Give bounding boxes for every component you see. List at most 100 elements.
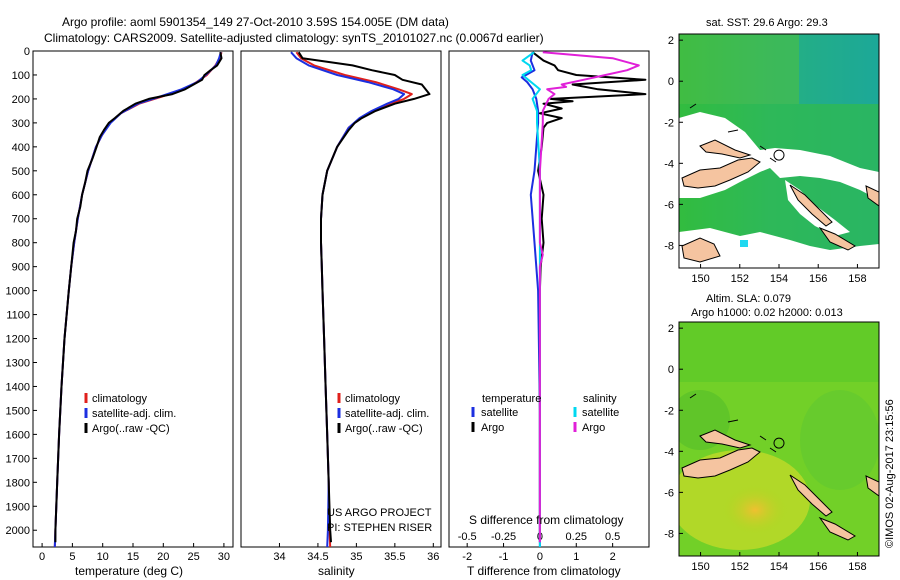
figure-title-line2: Climatology: CARS2009. Satellite-adjuste…	[44, 31, 544, 45]
legend-group-temperature: temperature	[482, 393, 541, 405]
imos-credit: ©IMOS 02-Aug-2017 23:15:56	[884, 399, 896, 548]
legend-label-satellite: satellite-adj. clim.	[345, 408, 429, 420]
top-tick-label: -0.25	[491, 531, 516, 543]
map-lat-tick-label: -8	[664, 528, 674, 540]
series-line-salinity-argo	[538, 51, 640, 543]
series-line-argo-raw-qc	[54, 52, 223, 543]
map-lat-tick-label: -6	[664, 487, 674, 499]
sla-map	[679, 322, 879, 556]
map-lat-tick-label: -2	[664, 405, 674, 417]
x-tick-label: 30	[218, 551, 230, 563]
depth-tick-label: 400	[12, 142, 30, 154]
x-tick-label: 15	[127, 551, 139, 563]
map-lon-tick-label: 156	[809, 561, 827, 573]
sla-field-patch	[800, 390, 879, 490]
land-island	[699, 139, 752, 159]
land-island	[865, 185, 879, 207]
x-tick-label: 36	[427, 551, 439, 563]
series-line-satellite-adj-clim	[53, 51, 222, 547]
map-lon-tick-label: 150	[691, 273, 709, 285]
map-lat-tick-label: -2	[664, 117, 674, 129]
land-new-britain	[681, 157, 761, 189]
map-lat-tick-label: -4	[664, 446, 674, 458]
depth-tick-label: 1100	[6, 310, 30, 322]
land-islets	[689, 393, 777, 453]
land-island	[699, 429, 752, 449]
x-tick-label: 0	[39, 551, 45, 563]
depth-tick-label: 100	[12, 70, 30, 82]
land-island	[818, 516, 856, 541]
salinity-legend: climatology satellite-adj. clim. Argo(..…	[337, 393, 429, 435]
sst-map	[679, 34, 879, 268]
argo-location-marker	[773, 149, 785, 161]
depth-tick-label: 1700	[6, 453, 30, 465]
legend-label-s-argo: Argo	[582, 422, 605, 434]
depth-tick-label: 1500	[6, 405, 30, 417]
depth-tick-label: 900	[12, 262, 30, 274]
x-tick-label: 35	[350, 551, 362, 563]
map-lon-tick-label: 158	[848, 273, 866, 285]
salinity-series	[290, 51, 431, 547]
x-tick-label: 34.5	[307, 551, 328, 563]
series-line-climatology	[295, 51, 413, 547]
series-line-satellite-adj-clim	[290, 51, 406, 547]
top-tick-label: 0.5	[605, 531, 620, 543]
sla-field-patch	[679, 322, 879, 382]
x-tick-label: 10	[97, 551, 109, 563]
land-bougainville	[789, 184, 833, 227]
difference-series	[520, 51, 647, 547]
depth-tick-label: 1200	[6, 334, 30, 346]
land-new-britain	[681, 447, 761, 479]
land-island	[818, 226, 856, 251]
legend-label-climatology: climatology	[345, 393, 401, 405]
depth-tick-label: 1600	[6, 429, 30, 441]
map-lon-tick-label: 158	[848, 561, 866, 573]
map-lat-tick-label: 2	[668, 323, 674, 335]
depth-tick-label: 2000	[6, 525, 30, 537]
difference-panel	[448, 50, 650, 548]
top-tick-label: 0.25	[566, 531, 587, 543]
sst-map-title: sat. SST: 29.6 Argo: 29.3	[706, 17, 828, 29]
series-line-temperature-argo	[531, 51, 647, 543]
map-lon-tick-label: 154	[770, 561, 788, 573]
x-tick-label: -1	[499, 551, 509, 563]
temperature-x-axis: 0 5 10 15 20 25 30	[39, 543, 230, 563]
depth-tick-label: 300	[12, 118, 30, 130]
map-lon-tick-label: 152	[731, 561, 749, 573]
legend-label-t-satellite: satellite	[481, 407, 518, 419]
map-lat-tick-label: -4	[664, 158, 674, 170]
depth-tick-label: 1800	[6, 477, 30, 489]
x-tick-label: 2	[610, 551, 616, 563]
sst-cloud-mask	[679, 228, 879, 268]
depth-tick-label: 200	[12, 94, 30, 106]
map-lon-tick-label: 156	[809, 273, 827, 285]
legend-group-salinity: salinity	[583, 393, 617, 405]
map-lon-tick-label: 152	[731, 273, 749, 285]
x-tick-label: 1	[573, 551, 579, 563]
x-tick-label: 0	[537, 551, 543, 563]
map-lat-tick-label: 2	[668, 35, 674, 47]
series-line-climatology	[53, 51, 223, 547]
land-islets	[689, 103, 777, 163]
land-island	[681, 237, 721, 263]
salinity-panel	[240, 50, 442, 548]
map-lon-tick-label: 150	[691, 561, 709, 573]
x-tick-label: 20	[157, 551, 169, 563]
temperature-legend: climatology satellite-adj. clim. Argo(..…	[84, 393, 176, 435]
depth-tick-label: 700	[12, 214, 30, 226]
series-line-argo-raw-qc	[297, 51, 431, 543]
legend-label-argo: Argo(..raw -QC)	[345, 423, 423, 435]
salinity-x-axis: 34 34.5 35 35.5 36	[273, 543, 439, 563]
x-tick-label: 5	[69, 551, 75, 563]
depth-tick-label: 1300	[6, 357, 30, 369]
figure-title-line1: Argo profile: aoml 5901354_149 27-Oct-20…	[62, 15, 449, 29]
legend-label-satellite: satellite-adj. clim.	[92, 408, 176, 420]
depth-tick-label: 600	[12, 190, 30, 202]
series-line-temperature-satellite	[520, 51, 541, 547]
legend-label-t-argo: Argo	[481, 422, 504, 434]
t-difference-axis-label: T difference from climatology	[467, 564, 621, 578]
map-lon-tick-label: 154	[770, 273, 788, 285]
depth-tick-label: 1900	[6, 501, 30, 513]
depth-tick-label: 1000	[6, 286, 30, 298]
legend-label-argo: Argo(..raw -QC)	[92, 423, 170, 435]
